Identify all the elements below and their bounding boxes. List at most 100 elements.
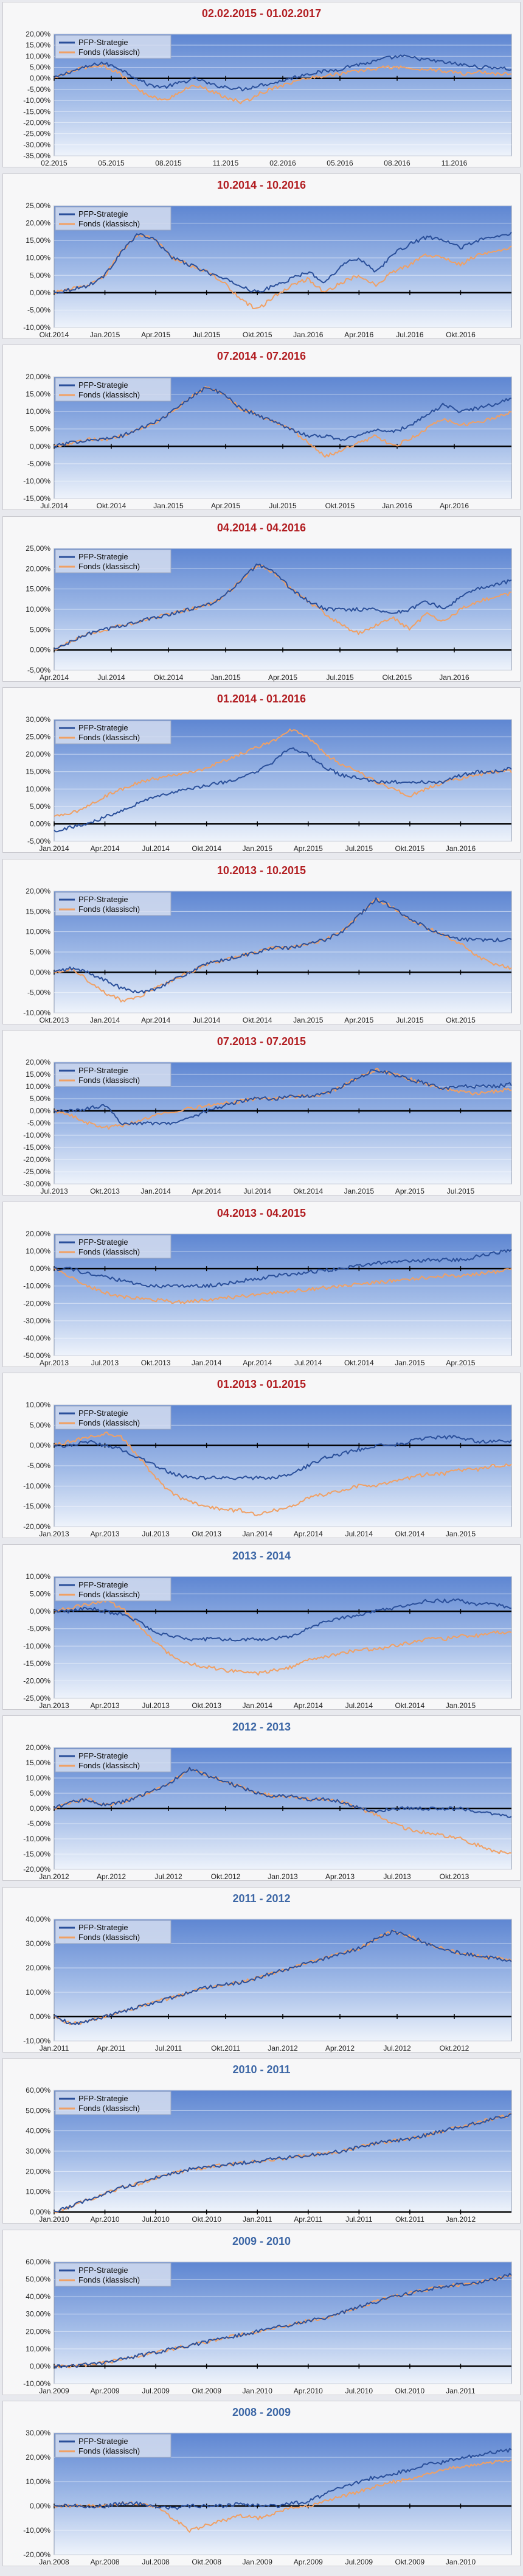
x-tick-label: 11.2015 [213,159,239,167]
legend-label: Fonds (klassisch) [78,2275,140,2284]
chart-svg: 10,00% 5,00% 0,00% -5,00% -10,00% -15,00% -20,… [23,1572,512,1710]
y-tick-label: -10,00% [23,1009,50,1017]
y-tick-label: -40,00% [23,1334,50,1342]
series-line-fonds [54,1929,512,2025]
y-tick-label: 5,00% [30,1589,50,1598]
chart-title: 04.2014 - 04.2016 [216,521,307,534]
chart-panel: 10.2013 - 10.2015 20,00% 15,00% 10,00% 5,00%… [2,858,521,1024]
x-tick-label: Jan.2013 [39,1530,69,1538]
x-tick-label: Jul.2012 [154,1872,182,1881]
chart-svg: 20,00% 15,00% 10,00% 5,00% 0,00% -5,00% -10,00… [23,887,512,1024]
x-tick-label: Okt.2011 [395,2215,424,2224]
y-tick-label: -10,00% [23,1642,50,1650]
y-tick-label: -50,00% [23,1351,50,1360]
y-tick-label: -10,00% [23,1835,50,1843]
chart-panel: 2012 - 2013 20,00% 15,00% 10,00% 5,00% 0,00% -… [2,1715,521,1881]
y-tick-label: 10,00% [26,253,50,262]
chart-svg: 20,00% 10,00% 0,00% -10,00% -20,00% -30,00% -4… [23,1230,512,1367]
y-tick-label: 10,00% [26,1082,50,1091]
x-tick-label: Okt.2014 [395,1530,425,1538]
x-tick-label: Apr.2010 [294,2387,323,2395]
y-tick-label: 20,00% [26,1964,50,1972]
y-tick-label: 15,00% [26,390,50,399]
y-tick-label: 20,00% [26,1058,50,1066]
y-tick-label: 20,00% [26,1743,50,1752]
legend-label: PFP-Strategie [78,552,128,561]
y-tick-label: 40,00% [26,2127,50,2135]
x-tick-label: Jan.2015 [395,1359,425,1367]
chart-title: 10.2014 - 10.2016 [216,178,307,191]
x-tick-label: Apr.2013 [325,1872,355,1881]
y-tick-label: 0,00% [30,645,50,654]
series-line-pfp [54,1929,512,2025]
x-tick-label: Okt.2013 [440,1872,469,1881]
x-tick-label: Jul.2013 [40,1187,68,1195]
x-tick-label: Jul.2014 [345,1701,373,1710]
legend-label: PFP-Strategie [78,2437,128,2446]
series-line-pfp [54,387,512,449]
chart-svg: 25,00% 20,00% 15,00% 10,00% 5,00% 0,00% -5,00%… [23,201,512,339]
x-tick-label: Jan.2014 [192,1359,222,1367]
y-tick-label: 10,00% [26,1401,50,1409]
x-tick-label: Jan.2011 [40,2044,69,2053]
x-tick-label: Apr.2011 [97,2044,125,2053]
legend-box [55,1063,171,1087]
y-tick-label: -20,00% [23,1676,50,1685]
y-tick-label: 30,00% [26,2309,50,2318]
series-line-pfp [54,2272,512,2368]
series-line-fonds [54,1598,512,1676]
chart-title: 2010 - 2011 [232,2063,291,2076]
x-tick-label: Apr.2009 [91,2387,120,2395]
legend-label: Fonds (klassisch) [78,733,140,742]
x-tick-label: Okt.2015 [325,502,355,510]
x-tick-label: Jan.2015 [90,331,120,339]
y-tick-label: 5,00% [30,425,50,433]
y-tick-label: -20,00% [23,1299,50,1307]
y-tick-label: -10,00% [23,2526,50,2535]
y-tick-label: 30,00% [26,1939,50,1948]
x-tick-label: Apr.2014 [40,673,69,682]
y-tick-label: 0,00% [30,74,50,83]
x-tick-label: Okt.2015 [243,331,272,339]
y-tick-label: -35,00% [23,152,50,160]
chart-panel: 07.2013 - 07.2015 20,00% 15,00% 10,00% 5,00%… [2,1030,521,1195]
y-tick-label: 5,00% [30,802,50,811]
chart-svg: 60,00% 50,00% 40,00% 30,00% 20,00% 10,00% 0,00… [23,2258,512,2395]
x-tick-label: Apr.2015 [211,502,240,510]
y-tick-label: 10,00% [26,2188,50,2196]
chart-title: 2013 - 2014 [232,1549,291,1562]
x-tick-label: Jul.2015 [193,331,221,339]
x-tick-label: 05.2016 [327,159,353,167]
x-tick-label: Jan.2012 [39,1872,69,1881]
chart-svg: 20,00% 15,00% 10,00% 5,00% 0,00% -5,00% -10,00… [23,30,512,167]
x-tick-label: Jul.2014 [193,1016,221,1024]
chart-panel: 10.2014 - 10.2016 25,00% 20,00% 15,00% 10,00… [2,173,521,339]
x-tick-label: Jan.2014 [90,1016,120,1024]
x-tick-label: Okt.2008 [192,2558,221,2566]
x-tick-label: Okt.2014 [395,1701,425,1710]
x-tick-label: Jan.2009 [243,2558,273,2566]
y-tick-label: -10,00% [23,1482,50,1490]
y-tick-label: -5,00% [27,1119,50,1127]
y-tick-label: 5,00% [30,1094,50,1103]
x-tick-label: Okt.2013 [192,1530,221,1538]
x-tick-label: Apr.2014 [141,1016,170,1024]
legend-label: Fonds (klassisch) [78,219,140,228]
x-tick-label: Apr.2008 [91,2558,120,2566]
y-tick-label: -20,00% [23,1522,50,1531]
x-tick-label: Jan.2015 [153,502,184,510]
y-tick-label: 40,00% [26,1915,50,1923]
x-tick-label: Apr.2015 [268,673,297,682]
x-tick-label: Apr.2015 [141,331,170,339]
x-tick-label: Okt.2014 [293,1187,323,1195]
x-tick-label: Okt.2014 [344,1359,374,1367]
x-tick-label: Jul.2014 [40,502,68,510]
x-tick-label: Jan.2015 [243,844,273,853]
y-tick-label: 15,00% [26,1070,50,1079]
y-tick-label: 15,00% [26,907,50,915]
